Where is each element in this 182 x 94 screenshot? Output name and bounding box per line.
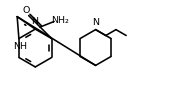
Text: NH₂: NH₂ xyxy=(51,16,69,25)
Text: N: N xyxy=(31,17,38,26)
Text: NH: NH xyxy=(13,42,27,51)
Text: N: N xyxy=(92,18,99,27)
Text: O: O xyxy=(22,6,30,14)
